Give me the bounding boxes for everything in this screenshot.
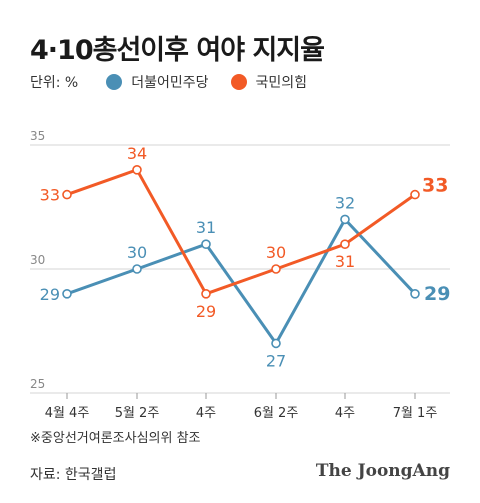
- legend-item-democratic: 더불어민주당: [106, 72, 209, 92]
- legend-item-ppp: 국민의힘: [230, 72, 308, 92]
- x-tick-label-0: 4월 4주: [45, 406, 90, 421]
- data-label-0-0: 29: [40, 285, 60, 304]
- data-point-1-3: [271, 264, 281, 274]
- y-tick-label-35: 35: [30, 129, 45, 143]
- data-point-0-4: [340, 214, 350, 225]
- legend-swatch-democratic: [106, 74, 123, 90]
- footnote: ※중앙선거여론조사심의위 참조: [30, 431, 201, 446]
- data-point-1-5: [410, 189, 420, 200]
- legend-swatch-ppp: [230, 74, 247, 90]
- data-point-0-5: [410, 288, 420, 299]
- data-label-0-1: 30: [127, 243, 147, 262]
- x-tick-label-4: 4주: [335, 406, 355, 421]
- data-label-1-4: 31: [335, 252, 355, 271]
- data-label-1-1: 34: [127, 144, 147, 163]
- x-tick-label-1: 5월 2주: [115, 406, 160, 421]
- source-label: 자료: 한국갤럽: [30, 467, 117, 483]
- data-label-0-4: 32: [335, 193, 355, 212]
- x-tick-label-5: 7월 1주: [393, 406, 438, 421]
- data-label-0-2: 31: [196, 218, 216, 237]
- series-line-1: [66, 168, 416, 296]
- data-label-1-5: 33: [422, 175, 448, 197]
- data-label-1-2: 29: [196, 302, 216, 321]
- legend-label-democratic: 더불어민주당: [131, 75, 209, 91]
- data-label-1-3: 30: [266, 243, 286, 262]
- data-label-0-3: 27: [266, 351, 286, 370]
- brand-logo: The JoongAng: [315, 461, 450, 481]
- data-point-1-1: [132, 165, 142, 175]
- data-label-0-5: 29: [424, 283, 450, 305]
- data-point-1-0: [62, 189, 72, 200]
- legend-label-ppp: 국민의힘: [255, 75, 308, 91]
- data-point-1-2: [201, 288, 211, 299]
- data-label-1-0: 33: [40, 186, 60, 205]
- data-point-0-0: [62, 288, 72, 299]
- data-point-0-1: [132, 264, 142, 274]
- x-tick-label-2: 4주: [196, 406, 216, 421]
- y-tick-label-25: 25: [30, 377, 45, 391]
- data-point-1-4: [340, 239, 350, 249]
- unit-label: 단위: %: [30, 75, 79, 91]
- legend: 단위: % 더불어민주당 국민의힘: [30, 72, 329, 92]
- y-tick-label-30: 30: [30, 253, 45, 267]
- data-point-0-3: [271, 338, 281, 349]
- chart-title: 4·10총선이후 여야 지지율: [30, 35, 325, 66]
- series-line-0: [66, 217, 417, 345]
- data-point-0-2: [201, 239, 211, 249]
- x-tick-label-3: 6월 2주: [254, 406, 299, 421]
